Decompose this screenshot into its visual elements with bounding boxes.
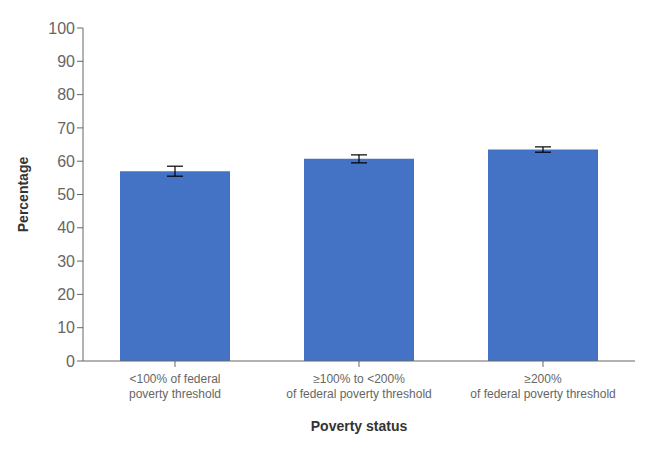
svg-text:0: 0	[66, 353, 75, 370]
svg-text:Poverty status: Poverty status	[311, 418, 408, 434]
svg-text:≥200%of federal poverty thresh: ≥200%of federal poverty threshold	[470, 372, 615, 401]
svg-text:80: 80	[57, 86, 75, 103]
svg-text:10: 10	[57, 319, 75, 336]
svg-text:Percentage: Percentage	[15, 157, 31, 233]
svg-text:100: 100	[48, 20, 75, 37]
svg-text:70: 70	[57, 120, 75, 137]
svg-text:20: 20	[57, 286, 75, 303]
svg-text:90: 90	[57, 53, 75, 70]
svg-text:40: 40	[57, 219, 75, 236]
svg-text:60: 60	[57, 153, 75, 170]
svg-text:<100% of federalpoverty thresh: <100% of federalpoverty threshold	[129, 372, 221, 401]
svg-text:50: 50	[57, 186, 75, 203]
svg-text:≥100% to <200%of federal pover: ≥100% to <200%of federal poverty thresho…	[286, 372, 431, 401]
svg-text:30: 30	[57, 253, 75, 270]
